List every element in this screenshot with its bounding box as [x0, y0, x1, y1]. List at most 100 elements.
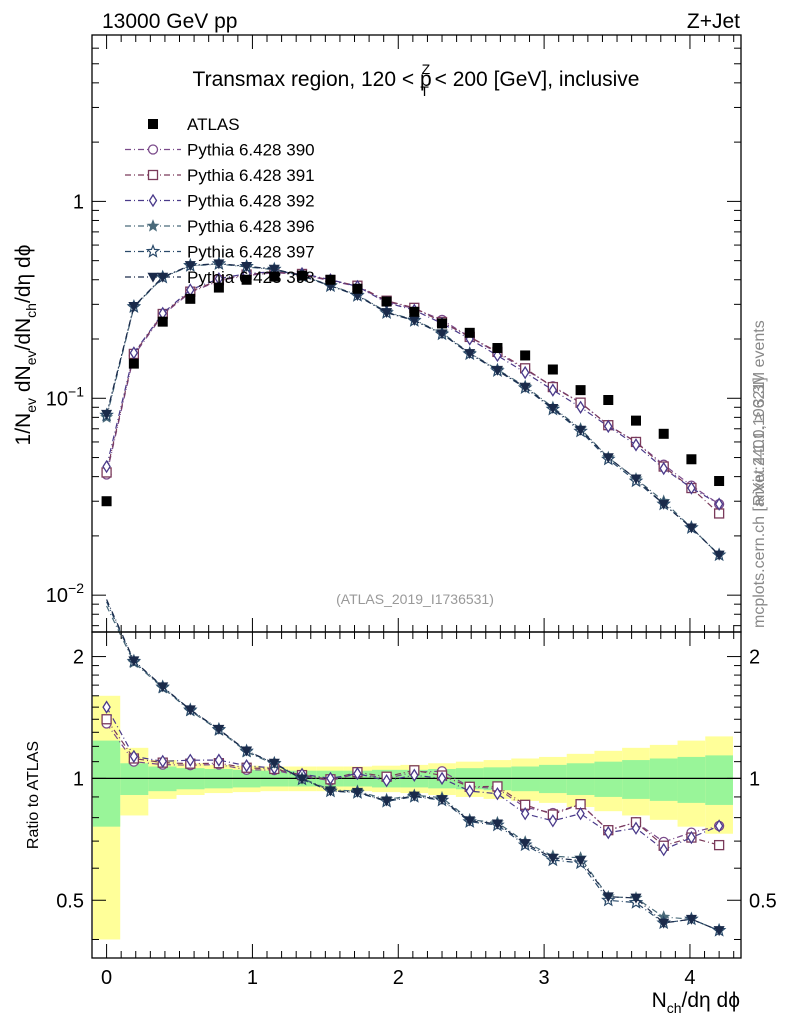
data-point: [381, 296, 392, 307]
data-point: [101, 496, 112, 507]
data-point: [686, 454, 697, 465]
x-tick-label: 4: [684, 967, 695, 989]
series-point-main: [576, 400, 585, 414]
data-point: [352, 283, 363, 294]
series-point-ratio: [381, 796, 393, 807]
axis-ticks: 0 1 2 3 4 10−2 10−1 1 0.5 0.5 1 1 2 2: [46, 34, 777, 989]
ratio-band-inner-bin: [92, 740, 121, 827]
y-tick-label: 10−2: [46, 580, 84, 607]
ratio-band-inner-bin: [120, 763, 149, 795]
ratio-tick-label-right: 2: [749, 647, 760, 669]
x-tick-label: 2: [393, 967, 404, 989]
series-point-ratio: [268, 758, 280, 769]
ratio-band-inner-bin: [566, 763, 595, 795]
ratio-tick-label-left: 0.5: [56, 890, 84, 912]
series-point-ratio: [491, 819, 503, 830]
data-point: [520, 350, 531, 361]
series-point-ratio: [685, 914, 697, 925]
legend-label: Pythia 6.428 396: [187, 217, 315, 236]
series-line-ratio: [106, 723, 720, 843]
ratio-uncertainty-band: [92, 695, 741, 940]
series-point-ratio: [214, 753, 224, 767]
plot-frames: [91, 34, 742, 959]
data-point: [157, 316, 168, 327]
series-point-main: [381, 308, 393, 319]
series-point-main: [268, 264, 280, 275]
ratio-band-inner-bin: [677, 756, 706, 803]
data-point: [128, 358, 139, 369]
series-point-ratio: [157, 682, 169, 693]
series-point-main: [519, 382, 531, 393]
series-point-ratio: [602, 892, 614, 903]
data-point: [437, 318, 448, 329]
ratio-plot-frame: [91, 631, 742, 959]
data-point: [241, 274, 252, 285]
data-point: [269, 271, 280, 282]
ratio-tick-label-right: 1: [749, 768, 760, 790]
series-point-ratio: [296, 774, 308, 785]
y-axis-label: 1/Nev dNev/dNch/dη dϕ: [12, 245, 39, 446]
series-point-main: [659, 461, 668, 476]
series-point-main: [631, 438, 641, 452]
series-line-ratio: [106, 601, 720, 932]
series-point-ratio: [547, 853, 559, 864]
legend-marker: [145, 243, 161, 258]
series-point-main: [714, 497, 724, 511]
ratio-y-axis-label: Ratio to ATLAS: [25, 741, 42, 849]
legend-marker: [146, 219, 160, 232]
series-point-ratio: [631, 821, 641, 835]
data-point: [575, 385, 586, 396]
series-point-main: [547, 403, 559, 414]
series-point-main: [102, 459, 111, 474]
series-point-ratio: [382, 773, 391, 788]
main-data-layer: [101, 270, 725, 507]
header-right: Z+Jet: [687, 10, 740, 33]
series-line-main: [106, 270, 720, 505]
series-point-ratio: [213, 724, 225, 735]
series-point-ratio: [713, 839, 725, 851]
ratio-tick-label-left: 1: [73, 768, 84, 790]
rivet-label: Rivet 4.1.0, ≥ 3.3M events: [751, 320, 768, 506]
data-point: [185, 293, 196, 304]
ratio-band-inner-bin: [594, 761, 623, 797]
series-point-main: [685, 523, 697, 534]
series-point-ratio: [630, 893, 642, 904]
series-point-ratio: [351, 787, 363, 798]
legend-marker: [147, 272, 159, 283]
series-point-ratio: [186, 753, 195, 767]
x-tick-label: 0: [101, 967, 112, 989]
legend-marker: [147, 169, 159, 181]
series-point-ratio: [714, 819, 724, 833]
series-point-ratio: [687, 830, 696, 845]
chart-title: Transmax region, 120 < pZ T < 200 [GeV], …: [193, 61, 640, 99]
series-point-main: [464, 349, 476, 360]
x-tick-label: 1: [247, 967, 258, 989]
mcplots-label: mcplots.cern.ch [arXiv:2401.10621]: [751, 377, 768, 628]
series-point-main: [520, 365, 530, 380]
series-point-ratio: [353, 766, 362, 781]
series-point-ratio: [520, 806, 530, 821]
series-point-ratio: [575, 856, 587, 867]
legend-label: Pythia 6.428 391: [187, 166, 315, 185]
series-point-ratio: [604, 825, 613, 840]
series-point-main: [184, 261, 196, 272]
series-point-main: [575, 425, 587, 436]
data-point: [714, 476, 725, 487]
series-point-main: [602, 453, 614, 464]
legend-marker: [147, 144, 159, 155]
data-point: [464, 327, 475, 338]
series-point-main: [436, 329, 448, 340]
series-point-main: [128, 302, 140, 312]
series-point-ratio: [408, 791, 420, 802]
series-point-ratio: [242, 758, 251, 773]
series-point-ratio: [658, 918, 670, 929]
series-point-main: [658, 499, 670, 510]
series-point-main: [630, 474, 642, 485]
y-tick-label: 10−1: [46, 383, 84, 410]
series-point-main: [101, 409, 113, 420]
series-point-main: [241, 262, 253, 272]
data-point: [547, 364, 558, 375]
series-point-main: [213, 259, 225, 270]
x-tick-label: 3: [539, 967, 550, 989]
